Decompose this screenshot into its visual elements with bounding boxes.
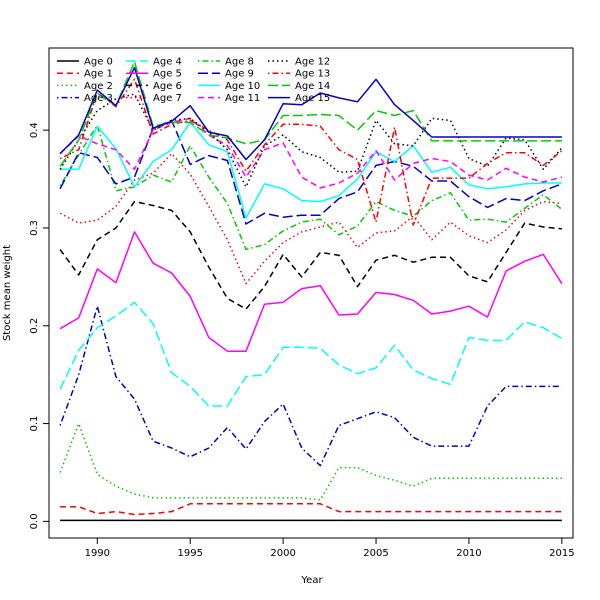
- series-line-age-13: [59, 78, 563, 226]
- series-line-age-4: [59, 301, 563, 407]
- legend-label: Age 9: [225, 69, 254, 80]
- legend-label: Age 6: [153, 81, 182, 92]
- series-layer: [59, 60, 563, 522]
- legend-label: Age 14: [295, 81, 330, 92]
- y-tick-label: 0.2: [29, 318, 40, 334]
- legend-label: Age 8: [225, 57, 254, 68]
- series-line-age-12: [59, 93, 563, 188]
- series-line-age-14: [59, 60, 562, 167]
- y-axis-title: Stock mean weight: [2, 245, 13, 341]
- x-axis: 1990 1995 2000 2005 2010 2015: [85, 538, 575, 559]
- legend-label: Age 5: [153, 69, 182, 80]
- y-tick-label: 0.1: [29, 416, 40, 432]
- x-tick-label: 2000: [270, 548, 295, 559]
- series-line-age-1: [60, 503, 562, 516]
- series-line-age-15: [59, 66, 562, 161]
- series-line-age-2: [59, 422, 562, 501]
- legend-label: Age 3: [84, 93, 113, 104]
- legend-label: Age 10: [225, 81, 260, 92]
- legend-label: Age 15: [295, 93, 330, 104]
- y-axis: 0.0 0.1 0.2 0.3 0.4: [29, 122, 49, 529]
- y-tick-label: 0.3: [29, 220, 40, 236]
- plot-frame: [48, 47, 574, 539]
- series-line-age-7: [59, 152, 562, 285]
- series-line-age-6: [59, 200, 562, 310]
- x-axis-title: Year: [300, 575, 323, 586]
- legend-label: Age 7: [153, 93, 182, 104]
- x-tick-label: 2015: [549, 548, 574, 559]
- series-line-age-10: [60, 121, 562, 219]
- y-tick-label: 0.0: [29, 513, 40, 529]
- x-tick-label: 2010: [456, 548, 481, 559]
- series-line-age-11: [59, 117, 563, 189]
- series-line-age-5: [59, 231, 563, 352]
- y-tick-label: 0.4: [29, 122, 40, 138]
- x-tick-label: 1990: [85, 548, 110, 559]
- legend-label: Age 0: [84, 57, 113, 68]
- series-line-age-9: [59, 119, 563, 225]
- x-tick-label: 2005: [363, 548, 388, 559]
- legend-label: Age 4: [153, 57, 182, 68]
- legend-label: Age 11: [225, 93, 260, 104]
- series-line-age-3: [59, 305, 562, 467]
- x-tick-label: 1995: [177, 548, 202, 559]
- legend-label: Age 12: [295, 57, 330, 68]
- series-line-age-8: [59, 124, 563, 251]
- legend-label: Age 1: [84, 69, 113, 80]
- legend-label: Age 13: [295, 69, 330, 80]
- legend-label: Age 2: [84, 81, 113, 92]
